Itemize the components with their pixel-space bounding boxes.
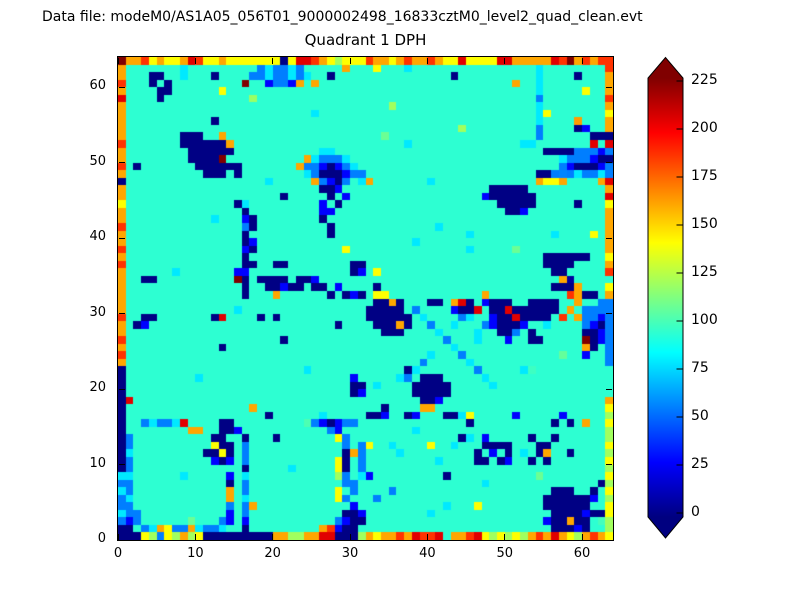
colorbar-tick-label: 125	[691, 264, 718, 280]
colorbar-tick-label: 25	[691, 456, 709, 472]
y-tick-right	[606, 237, 612, 239]
y-tick	[119, 464, 125, 466]
y-tick	[119, 162, 125, 164]
colorbar-tick-label: 75	[691, 360, 709, 376]
x-tick-top	[117, 58, 119, 64]
y-tick-label: 20	[89, 380, 106, 396]
y-tick-label: 30	[89, 304, 106, 320]
y-tick	[119, 539, 125, 541]
colorbar-tick-label: 100	[691, 312, 718, 328]
colorbar-tick-label: 225	[691, 72, 718, 88]
x-tick-top	[194, 58, 196, 64]
x-tick-top	[581, 58, 583, 64]
colorbar-tick-label: 175	[691, 168, 718, 184]
colorbar-tick-label: 200	[691, 120, 718, 136]
colorbar-tick-label: 150	[691, 216, 718, 232]
y-tick-right	[606, 388, 612, 390]
y-tick-right	[606, 162, 612, 164]
y-tick-label: 60	[89, 78, 106, 94]
colorbar-tick-label: 50	[691, 408, 709, 424]
x-tick-label: 60	[573, 546, 591, 561]
y-tick	[119, 313, 125, 315]
data-file-label: Data file: modeM0/AS1A05_056T01_90000024…	[42, 9, 643, 25]
heatmap-canvas	[118, 57, 613, 540]
x-tick	[194, 534, 196, 540]
x-tick	[504, 534, 506, 540]
chart-title: Quadrant 1 DPH	[304, 31, 427, 49]
y-tick-label: 50	[89, 153, 106, 169]
x-tick-label: 30	[341, 546, 359, 561]
x-tick-top	[272, 58, 274, 64]
y-tick	[119, 86, 125, 88]
colorbar-gradient-bar	[647, 56, 684, 539]
x-tick	[117, 534, 119, 540]
y-tick-right	[606, 313, 612, 315]
x-tick-label: 10	[187, 546, 204, 561]
x-tick-top	[349, 58, 351, 64]
x-tick-top	[426, 58, 428, 64]
x-tick	[426, 534, 428, 540]
y-tick-label: 10	[89, 455, 106, 471]
x-tick-label: 20	[264, 546, 281, 561]
x-tick	[581, 534, 583, 540]
x-tick-label: 0	[113, 546, 123, 561]
x-tick	[272, 534, 274, 540]
y-tick	[119, 388, 125, 390]
y-tick-right	[606, 86, 612, 88]
x-tick-label: 50	[496, 546, 513, 561]
y-tick-label: 40	[89, 229, 106, 245]
x-tick-top	[504, 58, 506, 64]
y-tick	[119, 237, 125, 239]
y-tick-label: 0	[97, 531, 106, 546]
x-tick	[349, 534, 351, 540]
y-tick-right	[606, 464, 612, 466]
x-tick-label: 40	[419, 546, 436, 561]
colorbar-tick-label: 0	[691, 504, 700, 520]
y-tick-right	[606, 539, 612, 541]
